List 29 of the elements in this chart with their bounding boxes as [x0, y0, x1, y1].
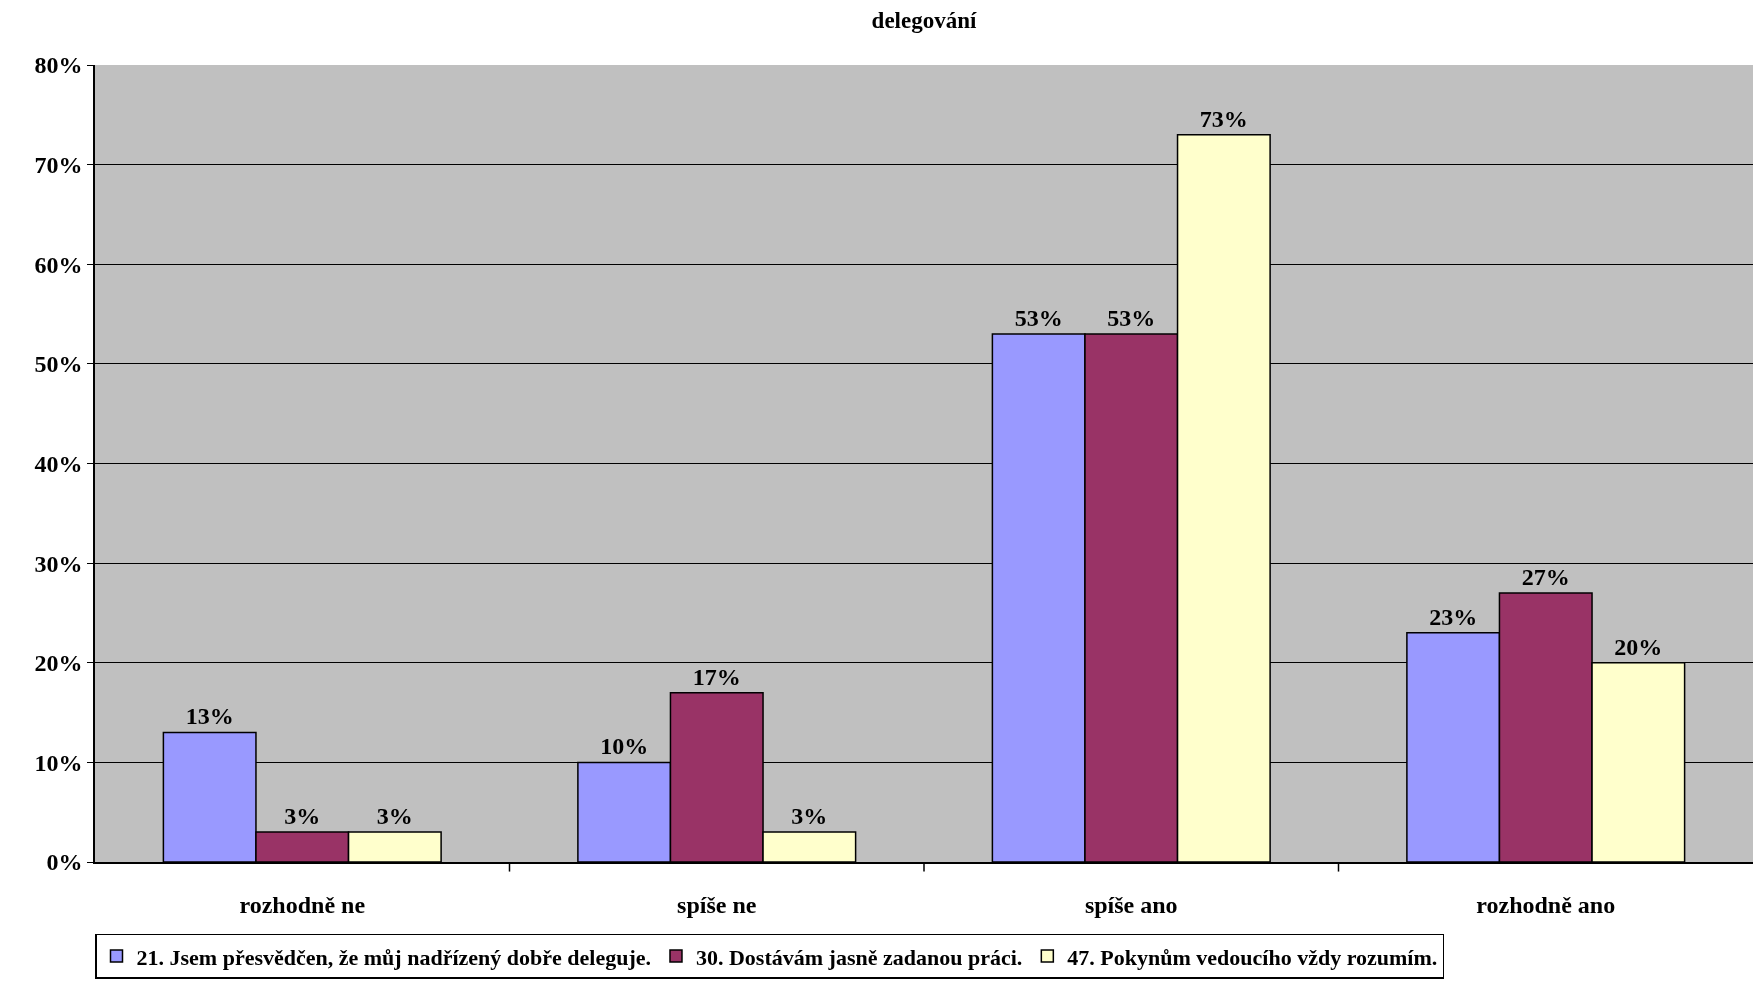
data-label: 27% — [1521, 564, 1570, 591]
x-tick-label: rozhodně ne — [239, 891, 366, 918]
legend-label: 47. Pokynům vedoucího vždy rozumím. — [1067, 944, 1438, 970]
data-label: 3% — [791, 803, 828, 830]
y-tick-label: 40% — [34, 450, 83, 477]
y-tick-label: 60% — [34, 251, 83, 278]
y-tick-label: 20% — [34, 650, 83, 677]
x-tick-label: spíše ne — [677, 891, 757, 918]
legend-label: 21. Jsem přesvědčen, že můj nadřízený dobře deleguje. — [136, 944, 651, 970]
data-label: 53% — [1014, 304, 1063, 331]
data-label: 53% — [1107, 304, 1156, 331]
y-tick-label: 80% — [34, 52, 83, 79]
data-label: 73% — [1199, 105, 1248, 132]
data-label: 10% — [600, 733, 649, 760]
data-label: 3% — [376, 803, 413, 830]
y-tick-label: 50% — [34, 351, 83, 378]
data-label: 17% — [692, 663, 741, 690]
x-tick-label: spíše ano — [1084, 891, 1178, 918]
x-tick-label: rozhodně ano — [1476, 891, 1616, 918]
data-label: 23% — [1429, 603, 1478, 630]
data-label: 20% — [1614, 633, 1663, 660]
y-tick-label: 0% — [46, 849, 83, 876]
y-tick-label: 70% — [34, 152, 83, 179]
legend-label: 30. Dostávám jasně zadanou práci. — [695, 944, 1023, 970]
data-label: 13% — [185, 703, 234, 730]
data-label: 3% — [284, 803, 321, 830]
y-tick-label: 10% — [34, 749, 83, 776]
chart-title: delegování — [871, 8, 977, 34]
y-tick-label: 30% — [34, 550, 83, 577]
